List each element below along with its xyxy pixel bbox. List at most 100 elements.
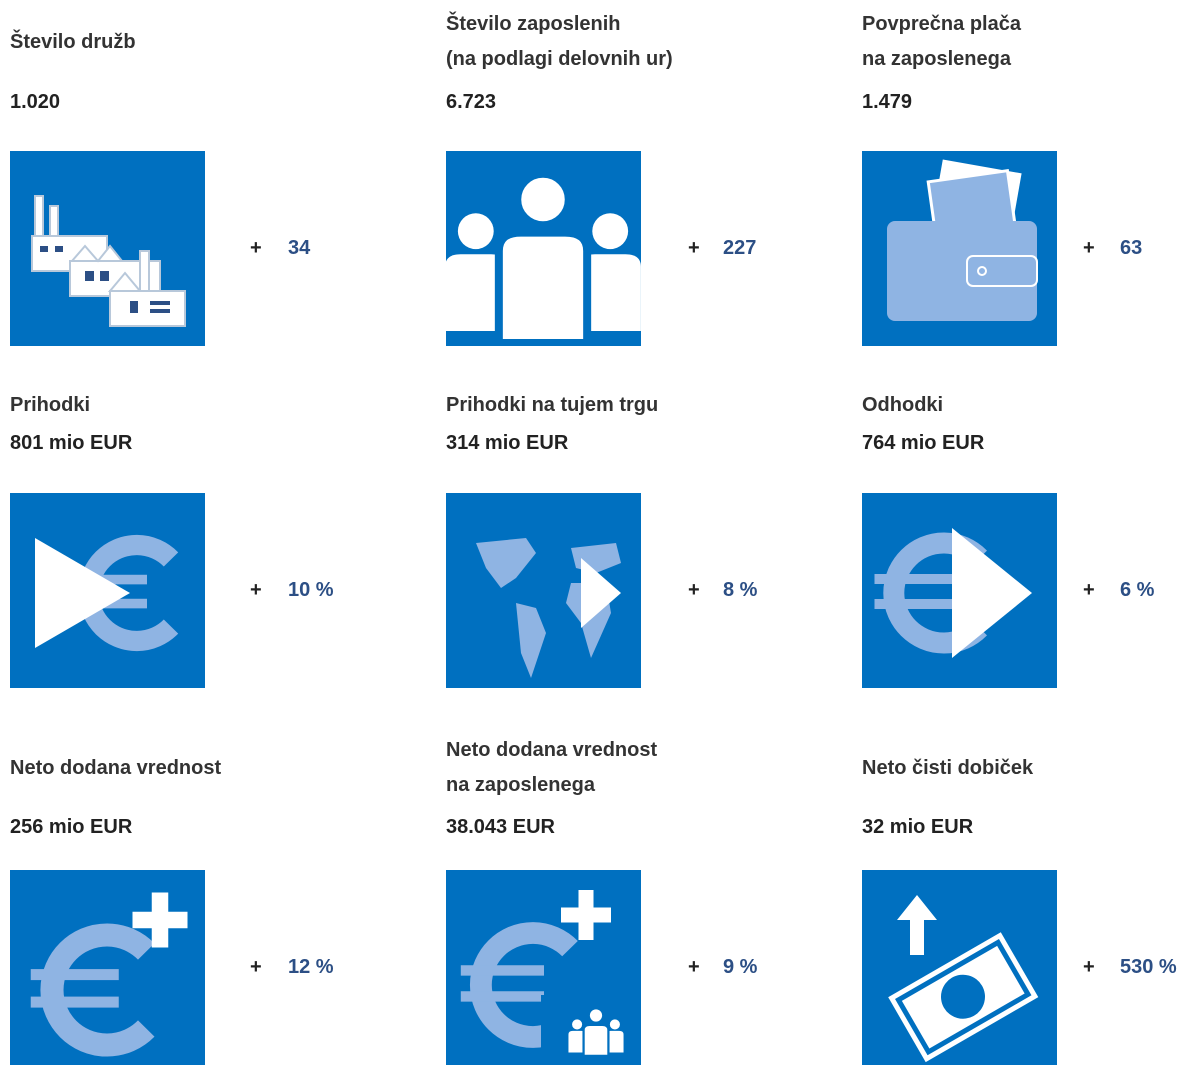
- change-sign: +: [1083, 237, 1095, 259]
- item-value: 38.043 EUR: [446, 816, 555, 838]
- icon-shape: [40, 246, 48, 252]
- change-value: 34: [288, 237, 311, 259]
- item-title: Odhodki: [862, 370, 943, 440]
- change-sign: +: [1083, 956, 1095, 978]
- item-value: 314 mio EUR: [446, 432, 569, 454]
- icon-shape: [494, 169, 592, 346]
- icon-shape: [31, 195, 186, 327]
- title-line: Neto dodana vrednost: [10, 756, 222, 779]
- title-line: na zaposlenega: [446, 774, 595, 796]
- icon-shape: [460, 991, 544, 1002]
- item-title: Prihodki: [10, 370, 90, 440]
- item-icon: [446, 870, 641, 1065]
- icon-shape: [568, 1030, 586, 1053]
- item-title: Neto dodana vrednost: [10, 733, 221, 803]
- item-value: 6.723: [446, 91, 497, 113]
- item-icon: [10, 151, 205, 346]
- change-sign: +: [250, 579, 262, 601]
- title-line: Število družb: [10, 30, 136, 53]
- icon-shape: [139, 250, 150, 292]
- title-line: Odhodki: [862, 393, 944, 416]
- item-title: Neto dodana vrednost na zaposlenega: [446, 733, 657, 803]
- icon-shape: [897, 895, 937, 955]
- item-icon: [446, 493, 641, 688]
- icon-shape: [606, 1030, 624, 1053]
- icon-shape: [40, 246, 170, 313]
- item-icon: [862, 151, 1057, 346]
- icon-shape: [888, 932, 1039, 1063]
- item-icon: [10, 870, 205, 1065]
- icon-shape: [107, 271, 143, 292]
- icon-shape: [952, 528, 1032, 658]
- item-value: 256 mio EUR: [10, 816, 133, 838]
- icon-shape: [582, 1023, 610, 1057]
- icon-shape: [55, 246, 63, 252]
- title-line: Neto čisti dobiček: [862, 756, 1034, 779]
- icon-shape: [887, 221, 1037, 321]
- item-value: 1.020: [10, 91, 61, 113]
- item-icon: [862, 493, 1057, 688]
- icon-shape: [513, 169, 573, 230]
- change-sign: +: [250, 956, 262, 978]
- icon-shape: [476, 538, 536, 588]
- icon-shape: [30, 996, 119, 1008]
- icon-shape: [457, 213, 494, 250]
- item-value: 764 mio EUR: [862, 432, 985, 454]
- title-line: Število zaposlenih: [446, 13, 621, 35]
- icon-shape: [30, 969, 119, 981]
- item-title: Prihodki na tujem trgu: [446, 370, 658, 440]
- item-title: Povprečna plača na zaposlenega: [862, 7, 1021, 77]
- icon-shape: [460, 965, 544, 976]
- change-sign: +: [250, 237, 262, 259]
- icon-shape: [470, 922, 578, 1048]
- title-line: Prihodki: [10, 393, 91, 416]
- icon-shape: [582, 1007, 610, 1057]
- icon-shape: [494, 228, 592, 346]
- item-icon: [862, 870, 1057, 1065]
- icon-shape: [977, 266, 987, 276]
- item-icon: [10, 493, 205, 688]
- change-value: 12 %: [288, 956, 334, 978]
- icon-shape: [561, 907, 611, 923]
- title-line: (na podlagi delovnih ur): [446, 48, 673, 70]
- title-line: Prihodki na tujem trgu: [446, 393, 659, 416]
- icon-shape: [49, 205, 59, 237]
- change-value: 530 %: [1120, 956, 1177, 978]
- icon-shape: [35, 538, 130, 648]
- icon-shape: [581, 558, 621, 628]
- title-line: Povprečna plača: [862, 13, 1021, 35]
- icon-shape: [941, 974, 985, 1019]
- icon-shape: [85, 271, 94, 281]
- icon-shape: [40, 923, 155, 1057]
- icon-shape: [10, 870, 205, 1065]
- icon-shape: [109, 290, 186, 327]
- icon-shape: [130, 301, 138, 313]
- icon-shape: [609, 1019, 620, 1030]
- item-title: Število družb: [10, 7, 136, 77]
- change-sign: +: [1083, 579, 1095, 601]
- icon-shape: [150, 309, 170, 313]
- icon-shape: [132, 911, 188, 929]
- change-sign: +: [688, 956, 700, 978]
- icon-shape: [966, 255, 1038, 287]
- change-sign: +: [688, 579, 700, 601]
- title-line: Neto dodana vrednost: [446, 739, 658, 761]
- icon-shape: [446, 254, 507, 331]
- change-value: 8 %: [723, 579, 758, 601]
- item-value: 32 mio EUR: [862, 816, 974, 838]
- change-value: 10 %: [288, 579, 334, 601]
- icon-shape: [150, 301, 170, 305]
- icon-shape: [874, 599, 955, 609]
- icon-shape: [34, 195, 44, 237]
- icon-shape: [587, 1007, 605, 1024]
- change-value: 9 %: [723, 956, 758, 978]
- icon-shape: [874, 574, 955, 584]
- icon-shape: [883, 532, 987, 654]
- change-value: 6 %: [1120, 579, 1155, 601]
- icon-shape: [592, 213, 629, 250]
- item-icon: [446, 151, 641, 346]
- change-sign: +: [688, 237, 700, 259]
- icon-shape: [516, 603, 546, 678]
- item-value: 801 mio EUR: [10, 432, 133, 454]
